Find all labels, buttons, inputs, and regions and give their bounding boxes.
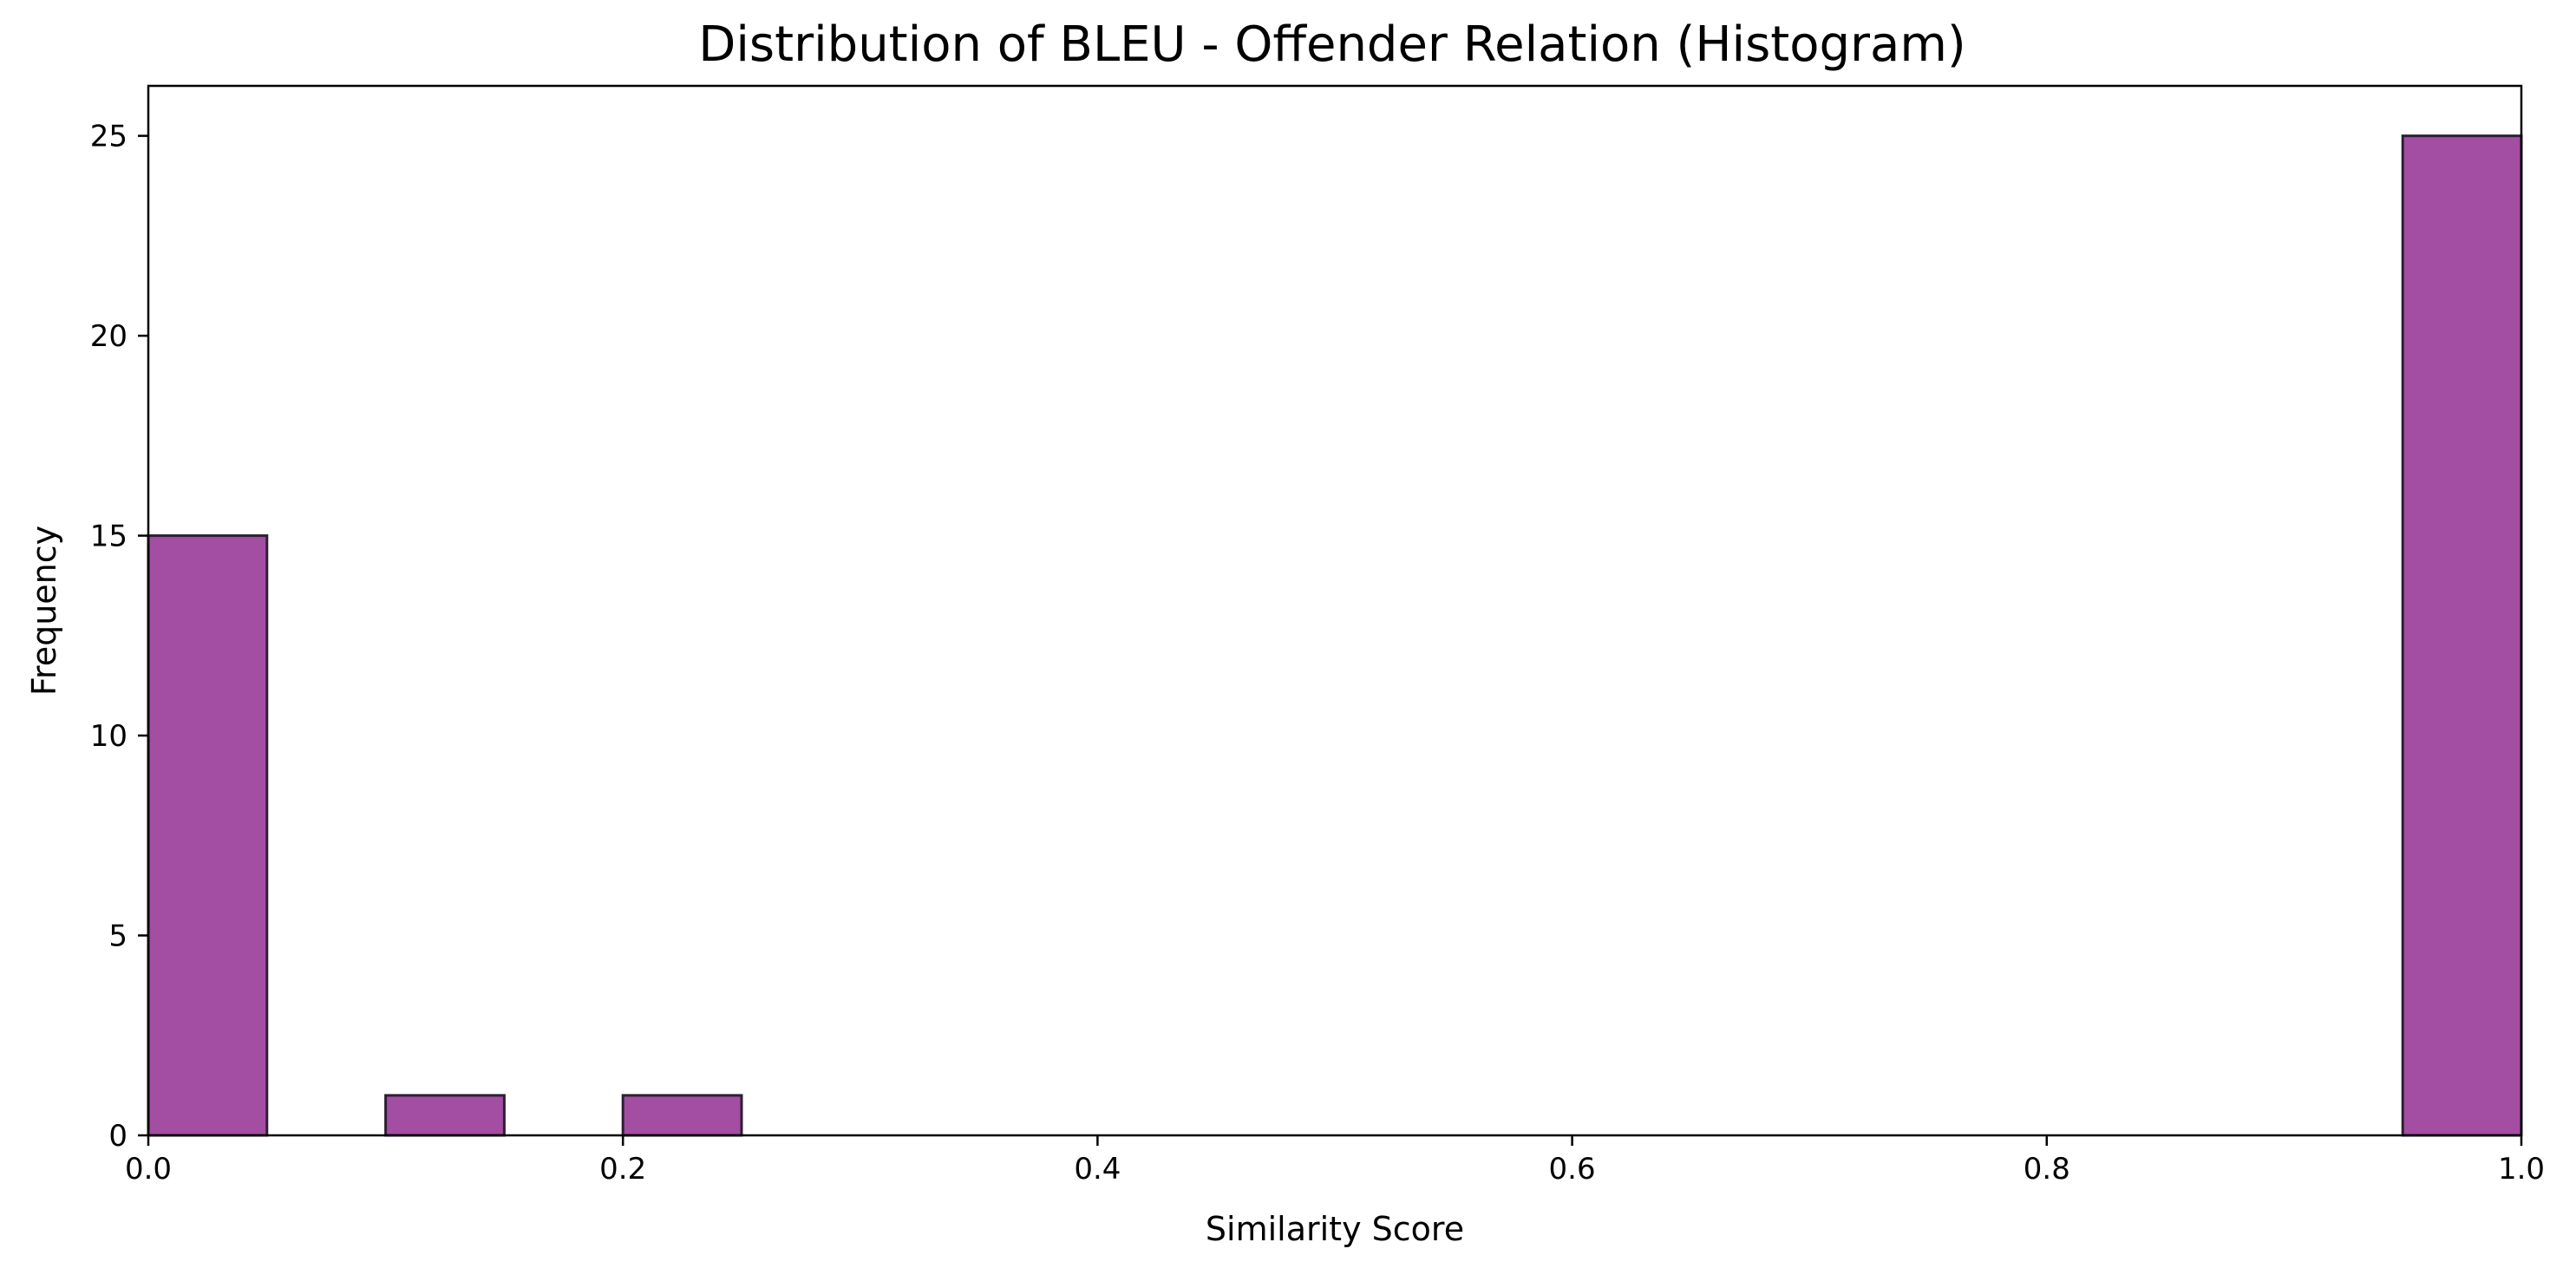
y-tick-label: 10 — [90, 719, 127, 754]
histogram-bar-0 — [147, 534, 269, 1137]
plot-frame — [147, 84, 2523, 1137]
y-tick-label: 0 — [108, 1119, 127, 1154]
y-axis-label: Frequency — [25, 526, 63, 696]
histogram-bar-2 — [384, 1094, 506, 1137]
ticks-layer: 0.0 0.2 0.4 0.6 0.8 1.0 0 5 10 15 20 25 — [90, 120, 2545, 1187]
y-tick-label: 15 — [90, 520, 127, 554]
x-tick-label: 0.4 — [1074, 1152, 1121, 1187]
y-tick-label: 5 — [108, 919, 127, 954]
bars-layer — [147, 134, 2523, 1137]
x-axis-label: Similarity Score — [1206, 1210, 1464, 1248]
y-tick-label: 20 — [90, 319, 127, 354]
x-tick-label: 0.2 — [599, 1152, 646, 1187]
y-tick-label: 25 — [90, 120, 127, 154]
x-tick-label: 0.0 — [125, 1152, 172, 1187]
x-tick-label: 0.8 — [2024, 1152, 2070, 1187]
x-tick-label: 1.0 — [2498, 1152, 2545, 1187]
x-tick-label: 0.6 — [1549, 1152, 1596, 1187]
chart-title: Distribution of BLEU - Offender Relation… — [698, 16, 1966, 73]
histogram-bar-19 — [2401, 134, 2523, 1137]
histogram-bar-4 — [621, 1094, 743, 1137]
